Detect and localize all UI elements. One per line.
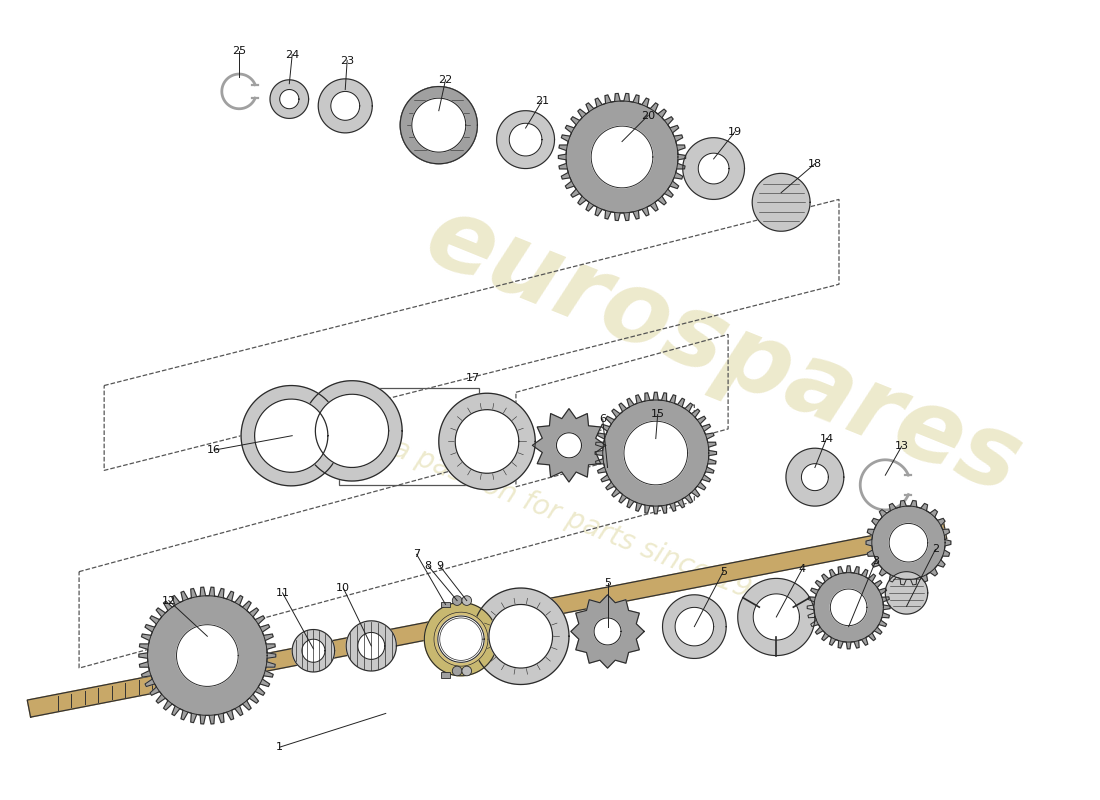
Polygon shape [532,409,606,482]
Text: 13: 13 [894,442,909,451]
Text: 3: 3 [872,556,879,566]
Text: 18: 18 [807,158,822,169]
Polygon shape [28,522,947,717]
Polygon shape [241,386,341,486]
Polygon shape [411,98,465,152]
Polygon shape [270,80,309,118]
Text: 5: 5 [719,566,727,577]
Polygon shape [301,381,403,481]
Polygon shape [591,126,653,188]
Polygon shape [279,90,299,109]
Polygon shape [438,616,484,662]
Circle shape [462,666,472,676]
Polygon shape [752,174,810,231]
Text: 7: 7 [412,550,420,559]
Polygon shape [301,639,324,662]
Text: 4: 4 [799,564,806,574]
Text: 9: 9 [437,561,443,571]
Polygon shape [802,464,828,490]
Text: 16: 16 [207,445,221,455]
Polygon shape [557,433,582,458]
Circle shape [452,596,462,606]
Text: 14: 14 [820,434,834,443]
Polygon shape [139,587,276,724]
Polygon shape [594,618,621,645]
Polygon shape [738,578,815,655]
Text: 5: 5 [604,578,612,588]
Text: 2: 2 [932,545,939,554]
Polygon shape [439,394,536,490]
Bar [441,602,450,607]
Polygon shape [176,625,239,686]
Polygon shape [293,630,334,672]
Text: 12: 12 [162,595,176,606]
Polygon shape [425,602,497,676]
Text: 15: 15 [651,410,664,419]
Polygon shape [603,400,708,506]
Text: 23: 23 [340,55,354,66]
Text: 1: 1 [276,742,283,752]
Polygon shape [571,595,645,668]
Polygon shape [830,589,867,626]
Text: 25: 25 [232,46,246,56]
Text: 22: 22 [439,75,453,85]
Polygon shape [595,392,716,514]
Polygon shape [872,506,945,579]
Polygon shape [318,79,372,133]
Polygon shape [346,621,396,671]
Text: 20: 20 [641,110,656,121]
Text: 10: 10 [337,583,350,593]
Polygon shape [434,612,488,666]
Polygon shape [473,588,569,685]
Text: 17: 17 [465,373,480,382]
Polygon shape [566,101,678,213]
Polygon shape [683,138,745,199]
Circle shape [452,666,462,676]
Polygon shape [624,422,688,485]
Polygon shape [786,448,844,506]
Polygon shape [662,595,726,658]
Polygon shape [400,86,477,164]
Text: 6: 6 [600,414,606,424]
Polygon shape [331,91,360,120]
Polygon shape [316,394,388,467]
Polygon shape [440,618,482,660]
Circle shape [462,596,472,606]
Polygon shape [754,594,800,640]
Text: 11: 11 [276,588,289,598]
Text: 8: 8 [425,561,431,571]
Text: 24: 24 [285,50,299,60]
Polygon shape [814,573,883,642]
Polygon shape [358,633,385,659]
Polygon shape [886,572,927,614]
Polygon shape [807,566,890,649]
Polygon shape [675,607,714,646]
Polygon shape [509,123,542,156]
Polygon shape [889,523,927,562]
Polygon shape [866,501,950,585]
Polygon shape [254,399,328,472]
Polygon shape [497,110,554,169]
Bar [441,672,450,678]
Text: eurospares: eurospares [411,188,1035,515]
Text: 21: 21 [535,96,549,106]
Text: a passion for parts since 1985: a passion for parts since 1985 [388,434,788,617]
Polygon shape [698,153,729,184]
Polygon shape [559,94,685,221]
Text: 19: 19 [728,127,741,137]
Polygon shape [400,86,477,164]
Polygon shape [455,410,519,474]
Polygon shape [488,605,552,668]
Polygon shape [147,596,267,715]
